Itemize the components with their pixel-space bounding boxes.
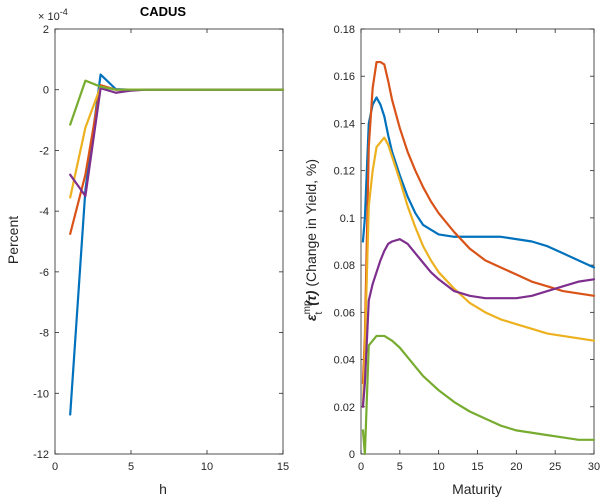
left-y-axis-label: Percent <box>5 216 21 264</box>
left-y-tick-label: -10 <box>33 388 49 400</box>
left-y-tick-label: -2 <box>39 145 49 157</box>
left-y-tick-label: 0 <box>43 85 49 97</box>
right-y-tick-label: 0 <box>349 449 355 461</box>
right-y-tick-label: 0.18 <box>334 24 355 36</box>
left-x-tick-label: 10 <box>201 461 213 473</box>
right-y-axis-label: εmpt (τ) (Change in Yield, %) <box>302 159 325 321</box>
right-series-line-2 <box>361 60 596 385</box>
right-series-line-3 <box>361 136 596 408</box>
left-x-tick-label: 5 <box>128 461 134 473</box>
right-y-sub: t <box>314 311 325 314</box>
right-x-tick-label: 25 <box>549 461 561 473</box>
right-x-tick-label: 10 <box>433 461 445 473</box>
right-y-tick-label: 0.14 <box>334 118 355 130</box>
left-exponent-base: × 10 <box>38 11 60 23</box>
right-x-axis-label: Maturity <box>452 481 502 497</box>
right-x-tick-label: 20 <box>510 461 522 473</box>
left-series-line-5 <box>69 79 285 126</box>
right-y-arg: (τ) <box>303 290 319 305</box>
right-series-line-1 <box>361 96 596 269</box>
right-series-group <box>361 60 596 456</box>
right-x-tick-label: 30 <box>588 461 600 473</box>
right-x-tick-label: 15 <box>471 461 483 473</box>
right-y-tick-label: 0.1 <box>340 213 355 225</box>
right-y-tick-label: 0.02 <box>334 402 355 414</box>
left-exponent-power: -4 <box>60 7 68 17</box>
right-y-tick-label: 0.12 <box>334 166 355 178</box>
left-chart-title: CADUS <box>140 4 187 19</box>
right-y-tick-label: 0.06 <box>334 307 355 319</box>
right-x-tick-label: 5 <box>397 461 403 473</box>
right-series-line-5 <box>361 334 596 456</box>
right-y-sup: mp <box>302 300 313 314</box>
right-y-symbol: ε <box>303 314 319 321</box>
left-y-tick-label: -4 <box>39 206 49 218</box>
left-y-tick-label: 2 <box>43 24 49 36</box>
left-x-axis-label: h <box>159 481 167 497</box>
right-x-tick-label: 0 <box>358 461 364 473</box>
right-y-text: (Change in Yield, %) <box>303 159 319 287</box>
right-y-tick-label: 0.08 <box>334 260 355 272</box>
left-x-tick-label: 0 <box>52 461 58 473</box>
left-exponent-label: × 10-4 <box>38 7 68 23</box>
left-y-tick-label: -12 <box>33 449 49 461</box>
right-panel: 0 5 10 15 20 25 30 0 0.02 0.04 0.06 0.08 0.1 0.12 0.14… <box>302 24 600 497</box>
right-axes: 0 5 10 15 20 25 30 0 0.02 0.04 0.06 0.08 0.1 0.12 0.14… <box>334 24 600 473</box>
right-series-line-4 <box>361 238 596 408</box>
right-y-tick-label: 0.04 <box>334 355 355 367</box>
left-x-tick-label: 15 <box>277 461 289 473</box>
left-y-tick-label: -6 <box>39 267 49 279</box>
left-series-group <box>69 73 285 416</box>
left-plot-frame <box>54 28 284 455</box>
right-y-tick-label: 0.16 <box>334 71 355 83</box>
left-y-tick-label: -8 <box>39 328 49 340</box>
